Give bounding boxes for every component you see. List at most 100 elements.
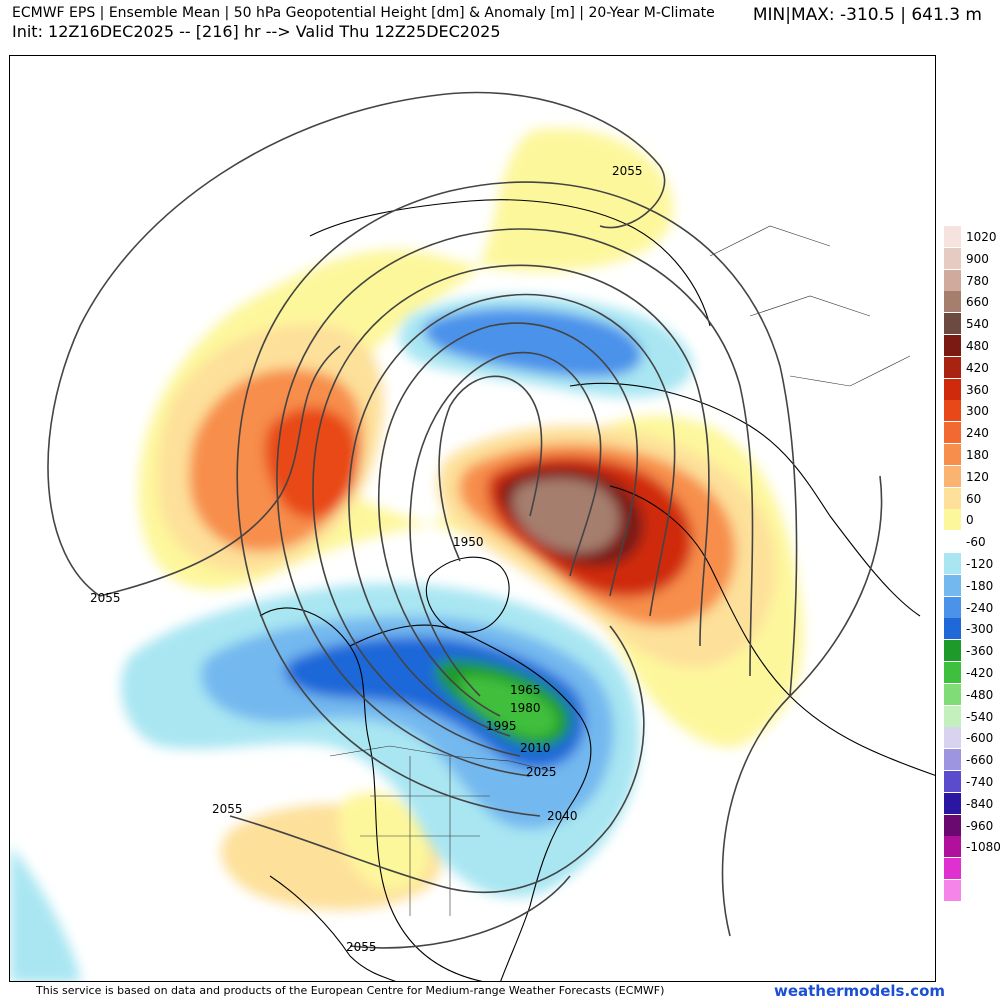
colorbar-label: 660	[966, 295, 989, 310]
contour-2055	[229, 625, 645, 894]
colorbar-swatch	[944, 378, 961, 400]
colorbar-label: 240	[966, 426, 989, 441]
contour-label: 2010	[520, 741, 551, 755]
colorbar-swatch	[944, 247, 961, 269]
contour-2040	[236, 181, 798, 817]
contour-label: 1965	[510, 683, 541, 697]
colorbar-label: -1080	[966, 840, 1000, 855]
contour-label: 2055	[346, 940, 377, 954]
anomaly-shading-positive	[138, 128, 804, 910]
colorbar-label: 180	[966, 448, 989, 462]
contour-label: 2025	[526, 765, 557, 779]
colorbar-label: -180	[966, 578, 994, 593]
contour-label: 1980	[510, 701, 541, 715]
contour-label: 1950	[453, 535, 484, 549]
colorbar-swatch	[944, 792, 961, 814]
colorbar-label: 360	[966, 382, 989, 397]
colorbar-label: -120	[966, 557, 994, 571]
colorbar-swatch	[944, 880, 961, 901]
colorbar-swatch	[944, 356, 961, 378]
colorbar-swatch	[944, 335, 961, 356]
colorbar-swatch	[944, 509, 961, 531]
colorbar-label: -300	[966, 622, 994, 637]
colorbar-label: -60	[966, 535, 986, 550]
anomaly-positive-band	[338, 792, 430, 891]
colorbar-swatch	[944, 705, 961, 727]
contour-2055	[721, 475, 883, 937]
colorbar-swatch	[944, 465, 961, 487]
coastlines	[259, 199, 935, 981]
anomaly-negative-band	[460, 675, 558, 738]
colorbar-label: 540	[966, 317, 989, 332]
contour-label: 2055	[90, 591, 121, 605]
colorbar-swatch	[944, 422, 961, 444]
colorbar-label: 1020	[966, 230, 997, 244]
anomaly-negative-band	[10, 846, 80, 981]
contour-1950	[438, 375, 543, 562]
europe-borders	[709, 225, 911, 387]
init-valid-time: Init: 12Z16DEC2025 -- [216] hr --> Valid…	[12, 22, 501, 41]
colorbar-swatch	[944, 836, 961, 858]
colorbar-swatch	[944, 291, 961, 313]
contour-label: 1995	[486, 719, 517, 733]
colorbar-label: -240	[966, 600, 994, 615]
colorbar-swatch	[944, 683, 961, 705]
colorbar-label: 780	[966, 273, 989, 288]
colorbar-swatch	[944, 749, 961, 771]
contour-2055	[99, 345, 341, 597]
colorbar-swatch	[944, 662, 961, 683]
contour-label: 2055	[612, 164, 643, 178]
colorbar-swatch	[944, 400, 961, 422]
colorbar-label: -660	[966, 753, 994, 768]
colorbar-label: -540	[966, 709, 994, 724]
anomaly-positive-band	[264, 407, 359, 519]
min-max-readout: MIN|MAX: -310.5 | 641.3 m	[752, 5, 982, 25]
colorbar-label: -360	[966, 644, 994, 659]
anomaly-colorbar: 1020 900 780 660 540 480 420 360 300 240 180 120 60 0…	[944, 226, 1000, 901]
colorbar-swatch	[944, 553, 961, 574]
colorbar-label: -420	[966, 666, 994, 680]
contour-1965	[409, 351, 602, 697]
colorbar-label: 420	[966, 360, 989, 375]
colorbar-swatch	[944, 814, 961, 836]
colorbar-swatch	[944, 727, 961, 749]
colorbar-swatch	[944, 618, 961, 640]
colorbar-swatch	[944, 574, 961, 596]
colorbar-label: -480	[966, 687, 994, 702]
map-title: ECMWF EPS | Ensemble Mean | 50 hPa Geopo…	[12, 5, 715, 21]
colorbar-swatch	[944, 640, 961, 662]
colorbar-label: 480	[966, 339, 989, 353]
mexico-coast	[269, 875, 396, 981]
greenland-coast	[425, 556, 510, 633]
height-contours	[47, 91, 883, 949]
colorbar-label: 900	[966, 251, 989, 266]
colorbar-label: 300	[966, 404, 989, 419]
anomaly-positive-band	[512, 478, 620, 553]
siberia-coast	[309, 199, 711, 327]
colorbar-label: 0	[966, 513, 974, 528]
colorbar-label: -840	[966, 796, 994, 811]
contour-label: 2055	[212, 802, 243, 816]
colorbar-swatch	[944, 226, 961, 247]
colorbar-swatch	[944, 269, 961, 291]
polar-stereographic-map: 2055 2055 2055 2055 1950 1965 1980 1995 …	[9, 55, 936, 982]
political-borders	[329, 225, 911, 916]
colorbar-swatch	[944, 487, 961, 509]
us-state-lines	[360, 756, 490, 916]
colorbar-swatch	[944, 596, 961, 618]
brand-link[interactable]: weathermodels.com	[773, 982, 945, 1000]
map-canvas: 2055 2055 2055 2055 1950 1965 1980 1995 …	[10, 91, 935, 981]
colorbar-swatch	[944, 858, 961, 880]
colorbar-swatch	[944, 771, 961, 792]
contour-label: 2040	[547, 809, 578, 823]
contour-labels: 2055 2055 2055 2055 1950 1965 1980 1995 …	[90, 164, 643, 954]
ecmwf-credit: This service is based on data and produc…	[36, 984, 665, 997]
contour-2055	[349, 875, 571, 949]
contour-2025	[276, 228, 754, 777]
colorbar-swatch	[944, 313, 961, 335]
colorbar-label: -740	[966, 775, 994, 789]
eurasia-coast	[569, 382, 935, 776]
colorbar-label: 120	[966, 469, 989, 484]
colorbar-swatch	[944, 531, 961, 553]
colorbar-label: -960	[966, 818, 994, 833]
